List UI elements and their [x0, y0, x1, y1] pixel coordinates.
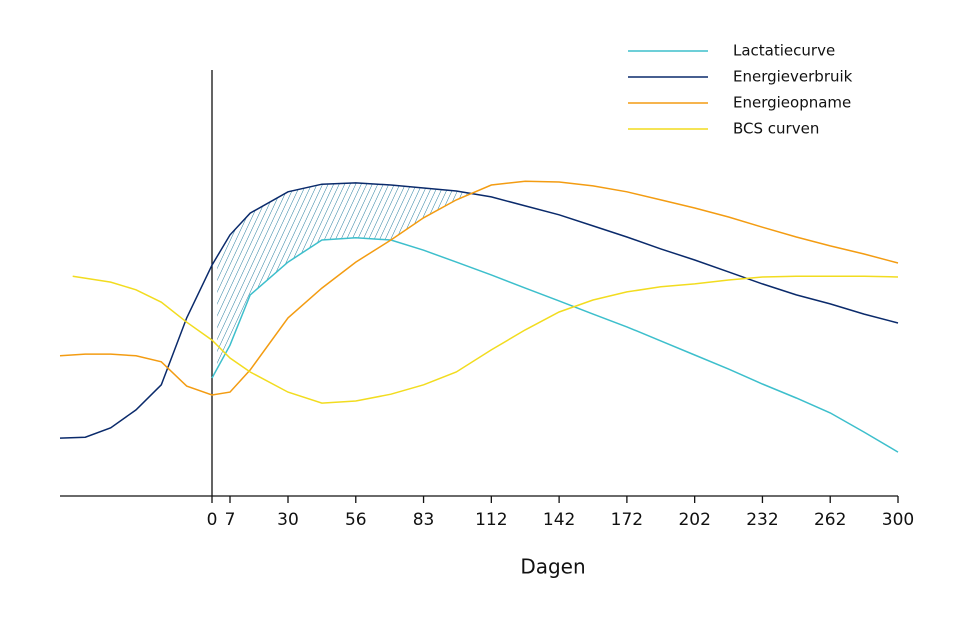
legend-label: BCS curven	[733, 120, 819, 138]
series-line	[59, 182, 899, 439]
legend-label: Energieverbruik	[733, 68, 853, 86]
x-tick-label: 300	[882, 510, 914, 530]
x-tick-label: 56	[345, 510, 367, 530]
series-line	[211, 237, 899, 453]
legend-label: Energieopname	[733, 94, 851, 112]
x-tick-label: 0	[207, 510, 218, 530]
series-line	[72, 275, 899, 404]
x-tick-label: 7	[225, 510, 236, 530]
x-tick-label: 262	[814, 510, 846, 530]
hatched-area	[217, 182, 471, 369]
x-tick-label: 142	[543, 510, 575, 530]
x-tick-label: 232	[746, 510, 778, 530]
series-line	[59, 180, 899, 396]
x-axis-label: Dagen	[520, 555, 585, 579]
legend-label: Lactatiecurve	[733, 42, 835, 60]
x-tick-label: 30	[277, 510, 299, 530]
x-tick-label: 83	[413, 510, 435, 530]
x-tick-label: 202	[678, 510, 710, 530]
x-tick-label: 172	[611, 510, 643, 530]
x-tick-label: 112	[475, 510, 507, 530]
